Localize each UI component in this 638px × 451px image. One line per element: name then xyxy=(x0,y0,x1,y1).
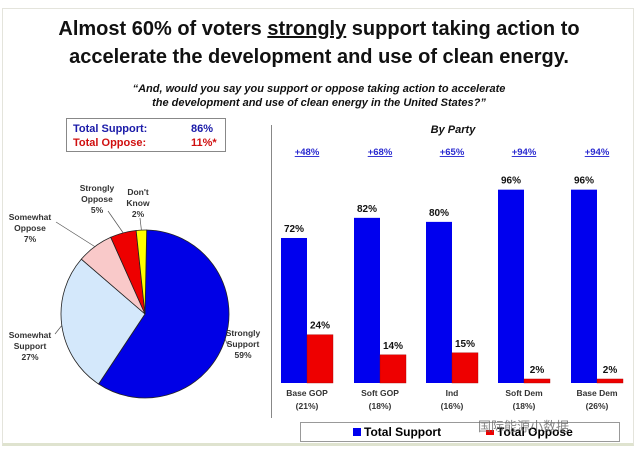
category-label-soft-gop: Soft GOP xyxy=(361,388,399,398)
bar-label-oppose-soft-gop: 14% xyxy=(383,341,403,352)
total-support-value: 86% xyxy=(191,123,214,135)
total-support-label: Total Support: xyxy=(73,123,148,135)
category-label-soft-dem: Soft Dem xyxy=(505,388,543,398)
bar-support-base-dem xyxy=(571,189,597,383)
bar-support-ind xyxy=(426,221,452,383)
bar-label-oppose-base-gop: 24% xyxy=(310,321,330,332)
slide-title-line1: Almost 60% of voters strongly support ta… xyxy=(58,18,580,40)
bar-label-oppose-base-dem: 2% xyxy=(603,365,618,376)
bar-label-support-soft-gop: 82% xyxy=(357,204,377,215)
pie-label-strongly-support: Strongly Support 59% xyxy=(226,328,261,360)
net-label-base-dem: +94% xyxy=(585,147,610,158)
net-label-soft-gop: +68% xyxy=(368,147,393,158)
pie-label-somewhat-oppose: Somewhat Oppose 7% xyxy=(9,212,52,244)
legend-swatch-oppose xyxy=(486,429,494,435)
bar-chart-title: By Party xyxy=(431,124,477,136)
legend-swatch-support xyxy=(353,428,361,436)
pie-label-somewhat-support: Somewhat Support 27% xyxy=(9,330,52,362)
bar-oppose-ind xyxy=(451,352,479,384)
pie-label-strongly-oppose: Strongly Oppose 5% xyxy=(80,183,115,215)
bar-support-base-gop xyxy=(281,237,307,383)
legend-label-oppose: Total Oppose xyxy=(497,425,573,439)
bar-oppose-base-dem xyxy=(596,378,624,384)
bar-support-soft-gop xyxy=(354,217,380,383)
net-label-ind: +65% xyxy=(440,147,465,158)
bar-label-support-base-dem: 96% xyxy=(574,176,594,187)
pie-leader-don-t-know xyxy=(139,217,142,231)
total-oppose-label: Total Oppose: xyxy=(73,137,147,149)
bar-label-support-soft-dem: 96% xyxy=(501,176,521,187)
category-label-base-gop: Base GOP xyxy=(286,388,328,398)
category-share-ind: (16%) xyxy=(441,401,464,411)
panel-divider xyxy=(271,125,272,418)
pie-slice-somewhat-support xyxy=(60,258,146,385)
slide-frame xyxy=(2,8,634,446)
watermark-text: 国际能源小数据 xyxy=(478,419,570,434)
legend-label-support: Total Support xyxy=(364,425,442,439)
legend-item-oppose: Total Oppose xyxy=(486,425,573,439)
bar-label-support-base-gop: 72% xyxy=(284,224,304,235)
bar-label-oppose-soft-dem: 2% xyxy=(530,365,545,376)
bar-chart-legend: Total Support Total Oppose xyxy=(300,422,620,442)
category-share-base-dem: (26%) xyxy=(586,401,609,411)
category-share-base-gop: (21%) xyxy=(296,401,319,411)
slide-title-line2: accelerate the development and use of cl… xyxy=(69,46,569,68)
total-oppose-value: 11%* xyxy=(191,137,217,149)
bar-support-soft-dem xyxy=(498,189,524,383)
category-label-ind: Ind xyxy=(446,388,459,398)
totals-box: Total Support: 86% Total Oppose: 11%* xyxy=(66,118,226,152)
pie-slice-strongly-support xyxy=(98,229,230,399)
category-share-soft-dem: (18%) xyxy=(513,401,536,411)
net-label-soft-dem: +94% xyxy=(512,147,537,158)
bar-oppose-base-gop xyxy=(306,334,334,384)
survey-question: “And, would you say you support or oppos… xyxy=(132,83,506,109)
category-label-base-dem: Base Dem xyxy=(576,388,618,398)
net-label-base-gop: +48% xyxy=(295,147,320,158)
pie-leader-strongly-oppose xyxy=(107,210,124,234)
pie-label-don-t-know: Don't Know 2% xyxy=(126,187,150,219)
bar-oppose-soft-dem xyxy=(523,378,551,384)
pie-leader-somewhat-oppose xyxy=(55,221,96,247)
pie-leader-strongly-support xyxy=(224,338,229,347)
bar-label-oppose-ind: 15% xyxy=(455,339,475,350)
bar-oppose-soft-gop xyxy=(379,354,407,384)
legend-item-support: Total Support xyxy=(353,425,441,439)
pie-leader-somewhat-support xyxy=(54,325,63,335)
category-share-soft-gop: (18%) xyxy=(369,401,392,411)
bar-label-support-ind: 80% xyxy=(429,208,449,219)
